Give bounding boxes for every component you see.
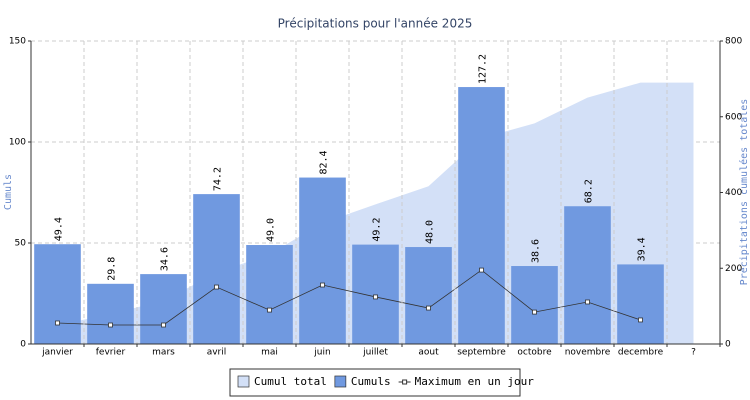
bar: [617, 264, 664, 344]
legend-swatch: [237, 375, 250, 388]
x-tick-label: janvier: [41, 348, 73, 358]
x-tick-label: aout: [418, 348, 439, 358]
line-marker: [108, 322, 113, 328]
bar: [87, 283, 134, 344]
line-marker: [267, 307, 272, 313]
bar: [299, 177, 346, 344]
bar: [34, 244, 81, 344]
bar: [193, 194, 240, 344]
legend-label: Cumul total: [254, 375, 327, 388]
y-tick-label: 100: [9, 138, 26, 148]
legend-swatch-marker: [402, 379, 408, 385]
value-label: 49.0: [266, 218, 277, 242]
chart-title: Précipitations pour l'année 2025: [278, 17, 473, 31]
bar: [140, 274, 187, 344]
bar: [511, 266, 558, 344]
x-tick-label: septembre: [457, 348, 506, 358]
line-marker: [214, 284, 219, 290]
line-marker: [373, 294, 378, 300]
value-label: 68.2: [584, 179, 595, 203]
x-tick-label: decembre: [618, 348, 664, 358]
max-line: [57, 269, 641, 326]
y-tick-label: 0: [20, 340, 26, 350]
value-label: 39.4: [637, 237, 648, 261]
legend-label: Cumuls: [351, 375, 391, 388]
value-label: 49.4: [54, 217, 65, 241]
bar: [352, 244, 399, 344]
x-tick-label: mai: [261, 348, 278, 358]
line-marker: [320, 282, 325, 288]
y2-tick-label: 800: [725, 37, 742, 47]
value-label: 74.2: [213, 167, 224, 191]
line-marker: [161, 322, 166, 328]
line-marker: [479, 267, 484, 273]
line-marker: [585, 299, 590, 305]
y-tick-label: 150: [9, 37, 26, 47]
y-axis-label: Cumuls: [3, 174, 14, 210]
y2-tick-label: 0: [725, 340, 731, 350]
line-marker: [532, 309, 537, 315]
y2-axis-label: Précipitations cumulées totales: [738, 99, 750, 286]
x-tick-label: novembre: [565, 348, 611, 358]
bar: [458, 87, 505, 344]
line-marker: [426, 305, 431, 311]
y2-tick-label: 400: [725, 188, 742, 198]
x-tick-label: mars: [152, 348, 175, 358]
x-tick-label: ?: [691, 348, 696, 358]
bar: [405, 247, 452, 344]
y-tick-label: 50: [15, 239, 27, 249]
value-label: 34.6: [160, 247, 171, 271]
x-tick-label: juillet: [362, 348, 388, 358]
x-tick-label: octobre: [517, 348, 552, 358]
value-label: 82.4: [319, 150, 330, 174]
value-label: 38.6: [531, 239, 542, 263]
bar: [246, 245, 293, 344]
x-tick-label: avril: [207, 348, 227, 358]
line-marker: [55, 320, 60, 326]
legend-swatch: [334, 375, 347, 388]
value-label: 48.0: [425, 220, 436, 244]
bar: [564, 206, 611, 344]
y2-tick-label: 200: [725, 264, 742, 274]
value-label: 49.2: [372, 218, 383, 242]
x-tick-label: fevrier: [96, 348, 126, 358]
line-marker: [638, 317, 643, 323]
legend-box: [229, 368, 521, 397]
value-label: 29.8: [107, 257, 118, 281]
y2-tick-label: 600: [725, 112, 742, 122]
x-tick-label: juin: [313, 348, 330, 358]
legend-label: Maximum en un jour: [415, 375, 535, 388]
value-label: 127.2: [478, 54, 489, 84]
